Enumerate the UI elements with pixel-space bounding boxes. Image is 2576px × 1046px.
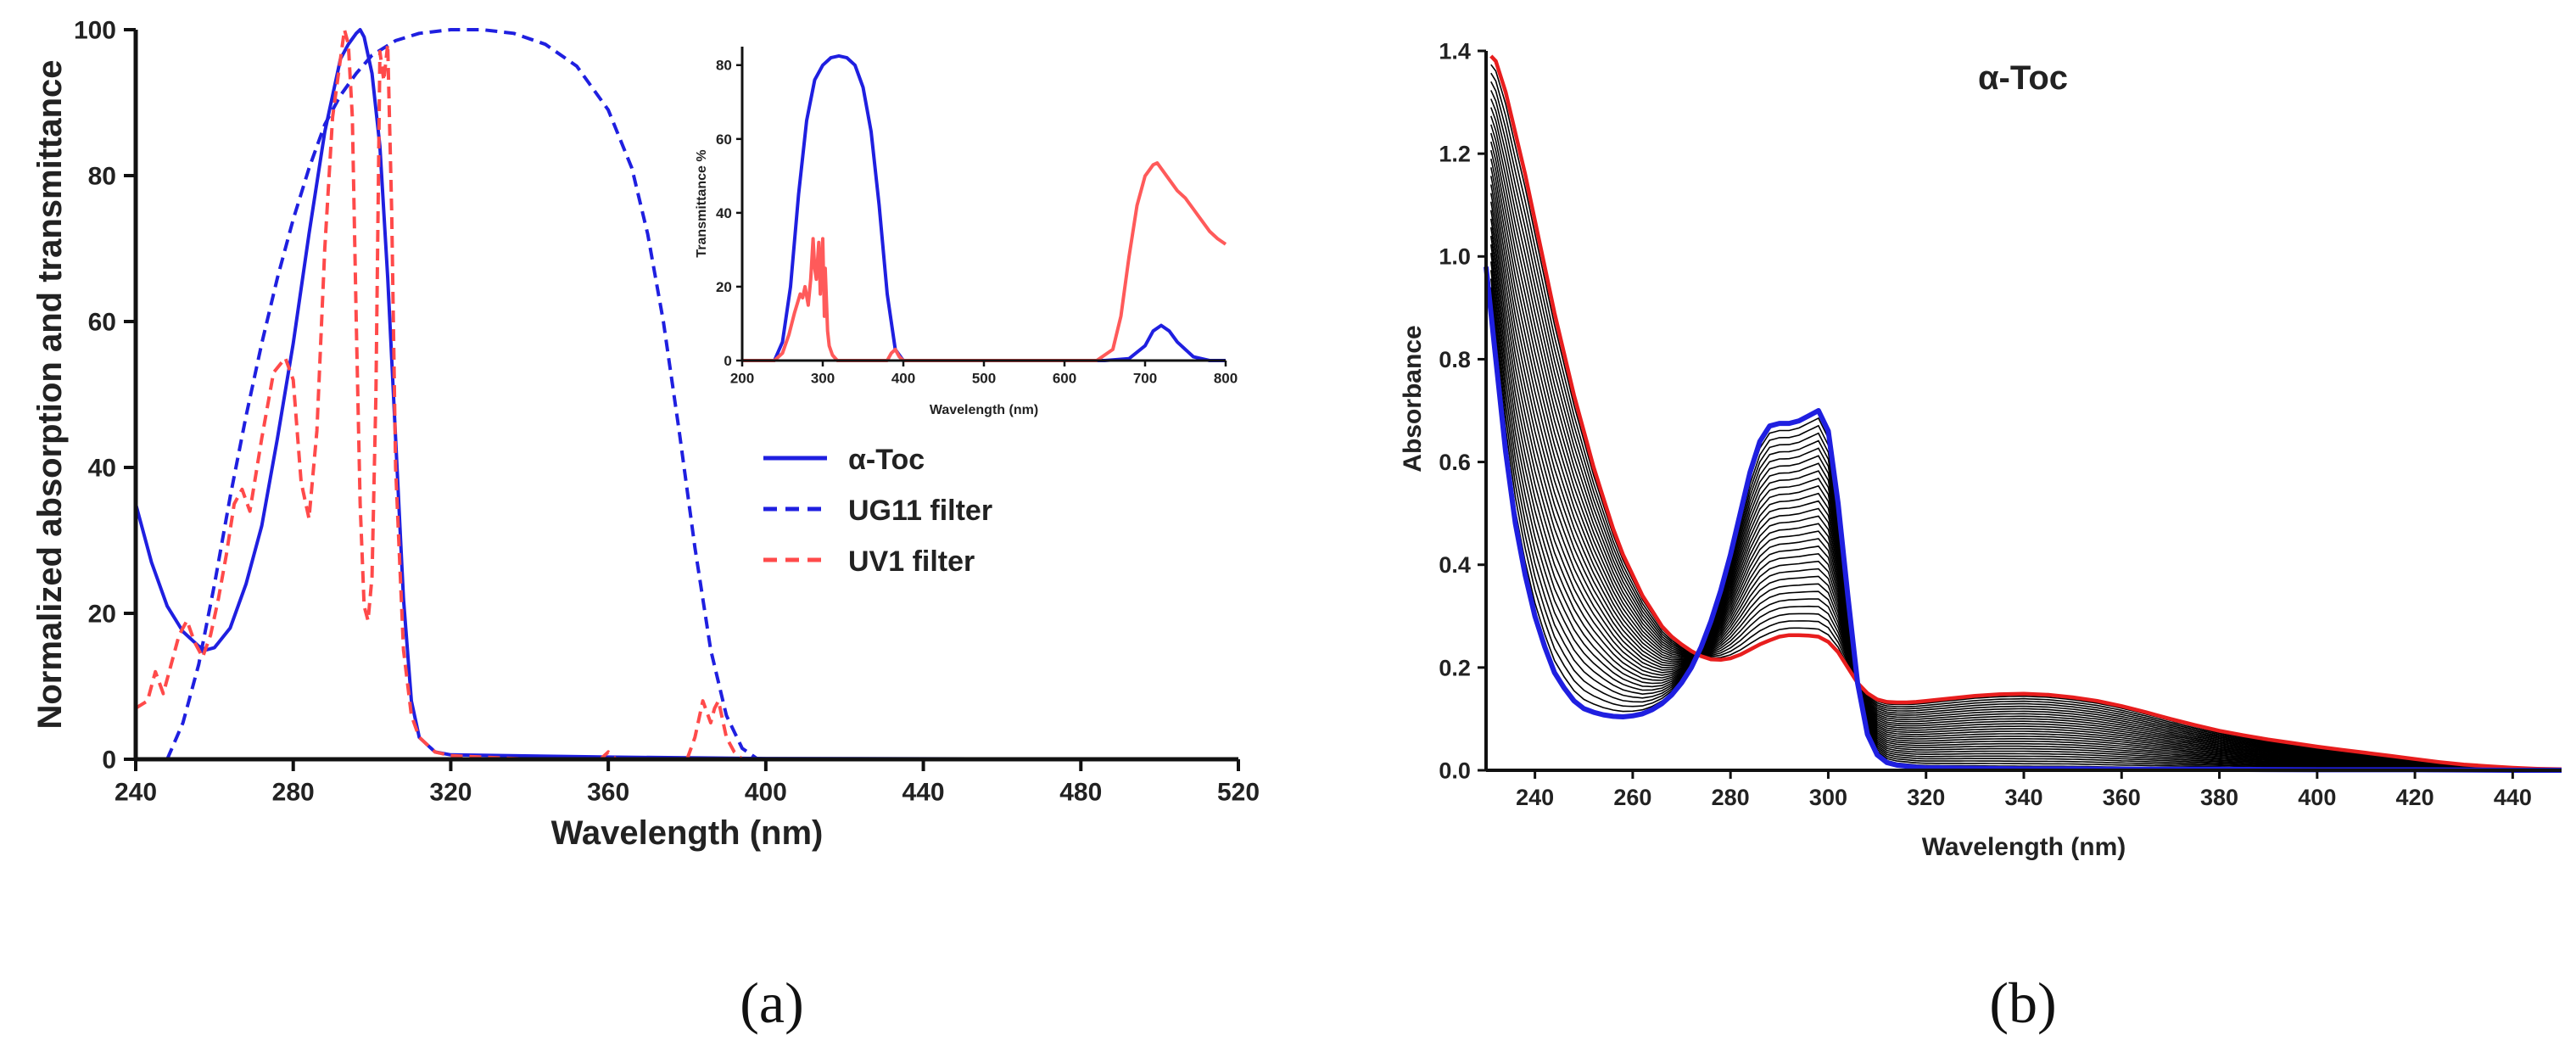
panel-a-x-tick-label: 320 xyxy=(429,779,472,807)
inset-y-tick-label: 80 xyxy=(716,58,732,74)
panel-b-chart: 240 260 280 300 320 340 360 380 400 420 440 0.0 0.2… xyxy=(1399,38,2562,1035)
panel-a-label: (a) xyxy=(740,970,803,1035)
panel-a-y-tick-label: 100 xyxy=(74,17,116,45)
panel-b-intermediate-curve xyxy=(1490,201,2562,771)
panel-b-intermediate-curve xyxy=(1490,210,2562,771)
inset-x-tick-label: 800 xyxy=(1214,371,1238,387)
inset-y-axis-title: Transmittance % xyxy=(695,149,709,257)
panel-b-final-curve xyxy=(1489,54,2562,772)
panel-b-y-tick-label: 1.0 xyxy=(1439,244,1471,270)
panel-b-y-tick-label: 0.6 xyxy=(1439,450,1471,475)
panel-b-intermediate-curve xyxy=(1490,141,2562,770)
panel-a-y-tick-label: 80 xyxy=(88,163,116,191)
panel-a-series-line-2 xyxy=(134,28,766,761)
inset-x-axis-title: Wavelength (nm) xyxy=(930,403,1038,417)
panel-b-y-tick-label: 1.4 xyxy=(1439,38,1471,64)
inset-x-tick-label: 200 xyxy=(730,371,754,387)
panel-b-intermediate-curve xyxy=(1490,244,2562,771)
inset-x-tick-label: 700 xyxy=(1133,371,1157,387)
panel-a-x-tick-label: 360 xyxy=(587,779,629,807)
panel-a-x-tick-label: 280 xyxy=(272,779,315,807)
panel-b-initial-curve xyxy=(1484,266,2562,773)
inset-y-tick-label: 0 xyxy=(724,353,731,369)
panel-a-x-axis-title: Wavelength (nm) xyxy=(551,814,824,852)
panel-a-x-tick-label: 400 xyxy=(745,779,787,807)
panel-b-y-tick-label: 0.2 xyxy=(1439,655,1471,680)
panel-b-x-tick-label: 300 xyxy=(1809,785,1847,810)
panel-b-x-tick-label: 420 xyxy=(2396,785,2434,810)
inset-x-tick-label: 300 xyxy=(811,371,835,387)
panel-a-x-tick-label: 480 xyxy=(1059,779,1102,807)
legend-label-ug11: UG11 filter xyxy=(848,495,992,527)
panel-b-intermediate-curve xyxy=(1490,159,2562,771)
inset-y-tick-label: 40 xyxy=(716,205,732,221)
panel-b-x-axis-title: Wavelength (nm) xyxy=(1922,833,2126,861)
panel-a-series-line-1 xyxy=(165,28,759,761)
panel-a-x-tick-label: 440 xyxy=(902,779,945,807)
inset-x-tick-label: 500 xyxy=(972,371,996,387)
inset-x-tick-label: 600 xyxy=(1053,371,1076,387)
panel-b-intermediate-curve xyxy=(1490,184,2562,771)
panel-b-x-tick-label: 400 xyxy=(2298,785,2336,810)
panel-b-intermediate-curve xyxy=(1490,227,2562,771)
panel-b-y-axis-title: Absorbance xyxy=(1399,325,1427,472)
panel-b-x-tick-label: 380 xyxy=(2200,785,2238,810)
panel-b-y-tick-label: 0.0 xyxy=(1439,758,1471,783)
panel-a-x-tick-label: 240 xyxy=(115,779,157,807)
legend-label-uv1: UV1 filter xyxy=(848,545,975,578)
panel-b-y-tick-label: 0.8 xyxy=(1439,347,1471,372)
legend-label-alpha-toc: α-Toc xyxy=(848,444,925,476)
panel-b-y-tick-label: 1.2 xyxy=(1439,142,1471,167)
panel-b-intermediate-curve xyxy=(1490,176,2562,771)
panel-b-x-tick-label: 340 xyxy=(2004,785,2042,810)
panel-a-y-tick-label: 60 xyxy=(88,309,116,337)
panel-a-x-tick-label: 520 xyxy=(1217,779,1260,807)
panel-b-intermediate-curve xyxy=(1490,132,2562,770)
inset-series-line-0 xyxy=(742,53,1226,362)
panel-b-intermediate-curve xyxy=(1490,72,2562,770)
panel-b-intermediate-curve xyxy=(1490,287,2562,771)
panel-a-y-axis-title: Normalized absorption and transmittance xyxy=(31,59,69,729)
panel-b-x-tick-label: 440 xyxy=(2494,785,2532,810)
panel-b-intermediate-curve xyxy=(1490,90,2562,770)
panel-b-y-tick-label: 0.4 xyxy=(1439,552,1471,578)
panel-b-intermediate-curve xyxy=(1490,115,2562,770)
panel-b-x-tick-label: 280 xyxy=(1712,785,1750,810)
inset-y-tick-label: 60 xyxy=(716,131,732,148)
panel-b-intermediate-curve xyxy=(1490,98,2562,770)
panel-a-y-tick-label: 40 xyxy=(88,455,116,483)
panel-b-x-tick-label: 360 xyxy=(2103,785,2141,810)
inset-x-tick-label: 400 xyxy=(891,371,915,387)
panel-a-inset-chart: 200 300 400 500 600 700 800 0 20 40 60 80 Waveleng… xyxy=(695,47,1238,417)
panel-b-x-tick-label: 260 xyxy=(1613,785,1651,810)
panel-a-y-tick-label: 0 xyxy=(102,747,116,775)
panel-a-series-line-0 xyxy=(134,28,1239,761)
panel-b-x-tick-label: 320 xyxy=(1907,785,1945,810)
inset-y-tick-label: 20 xyxy=(716,279,732,295)
panel-b-label: (b) xyxy=(1989,970,2056,1035)
panel-a-legend: α-Toc UG11 filter UV1 filter xyxy=(763,444,992,578)
panel-a-y-tick-label: 20 xyxy=(88,601,116,629)
panel-b-x-tick-label: 240 xyxy=(1516,785,1554,810)
panel-b-title: α-Toc xyxy=(1978,59,2068,97)
